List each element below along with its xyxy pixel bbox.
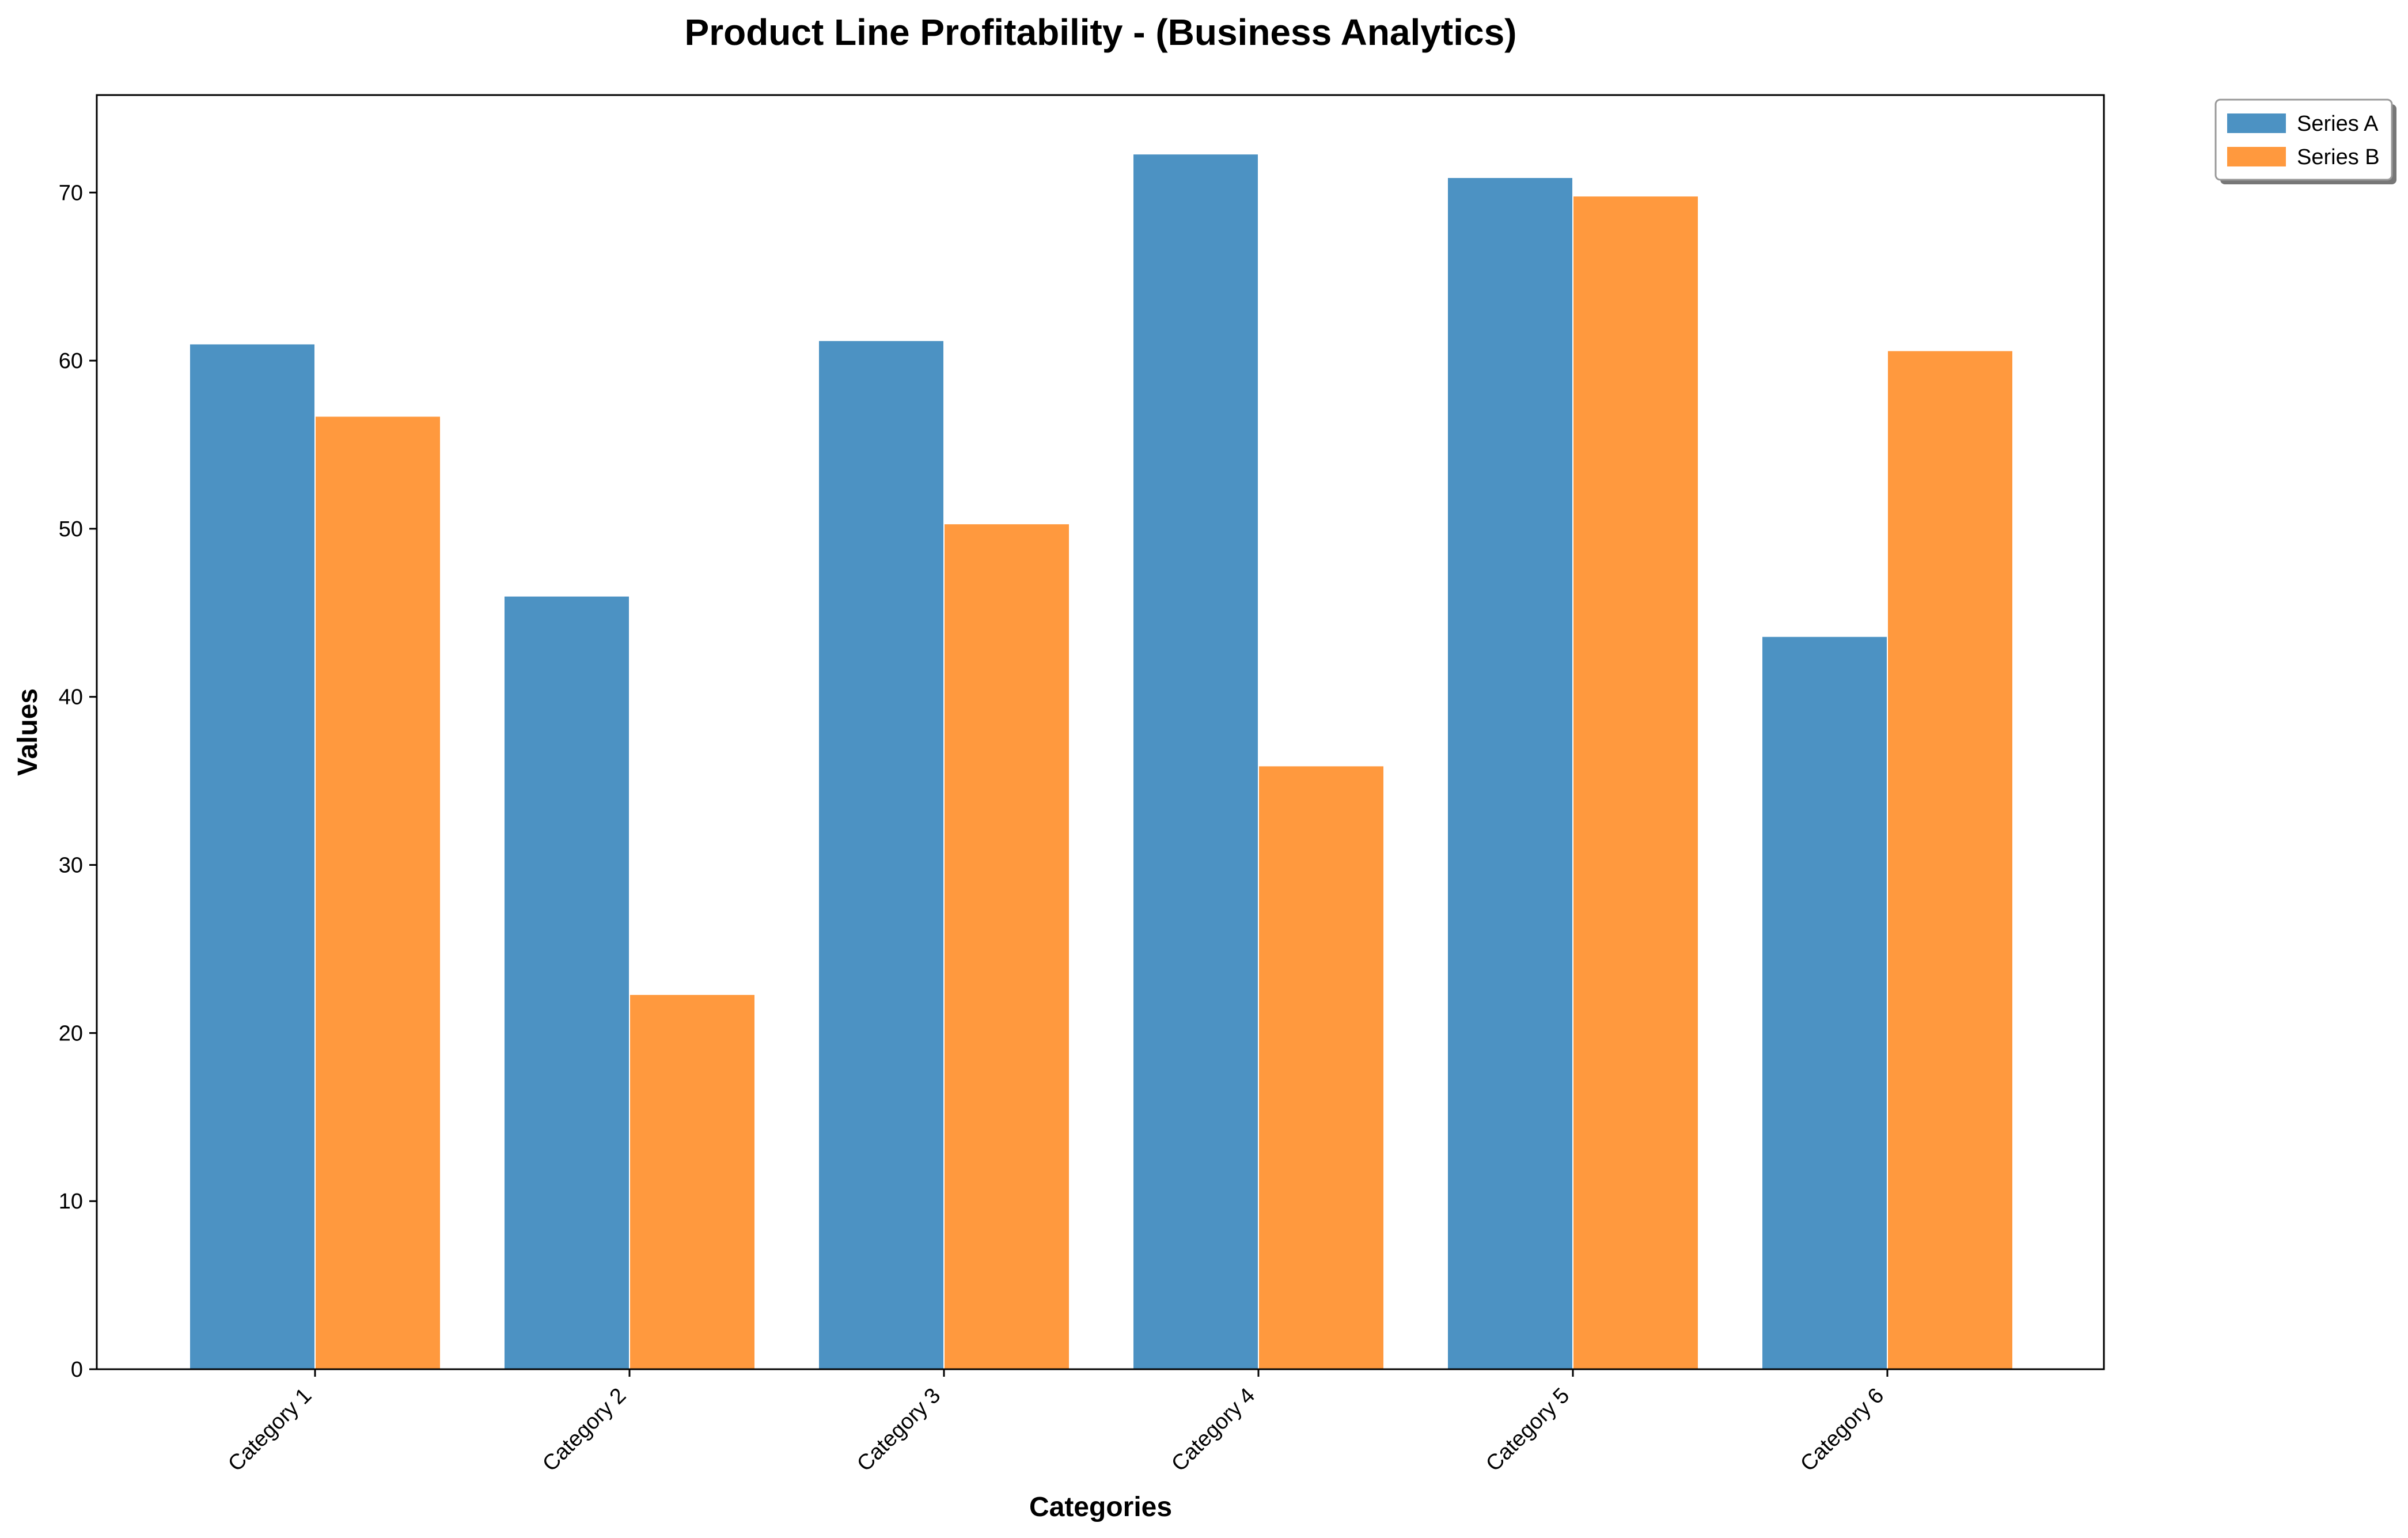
y-tick-label: 60 (59, 349, 83, 373)
bar-series-a-category-3 (818, 340, 944, 1369)
legend-label-series-a: Series A (2297, 112, 2379, 136)
bar-series-b-category-6 (1887, 351, 2013, 1369)
bar-series-a-category-6 (1762, 637, 1887, 1369)
bar-series-b-category-3 (944, 524, 1070, 1369)
bar-series-b-category-4 (1258, 766, 1384, 1369)
bar-series-a-category-5 (1447, 177, 1573, 1369)
y-tick-label: 0 (71, 1358, 83, 1382)
y-tick-label: 50 (59, 517, 83, 541)
y-tick-label: 30 (59, 854, 83, 878)
x-axis-label: Categories (1029, 1492, 1172, 1522)
bar-series-a-category-2 (504, 596, 630, 1369)
y-tick-label: 40 (59, 685, 83, 710)
legend-label-series-b: Series B (2297, 145, 2380, 169)
bar-series-a-category-4 (1133, 154, 1258, 1369)
legend: Series A Series B (2216, 100, 2396, 184)
chart-title: Product Line Profitability - (Business A… (685, 12, 1517, 53)
y-tick-label: 20 (59, 1021, 83, 1045)
y-axis-label: Values (13, 688, 43, 776)
bar-series-b-category-2 (630, 994, 755, 1369)
bar-series-a-category-1 (189, 344, 315, 1369)
legend-swatch-series-a (2227, 113, 2286, 133)
y-tick-label: 70 (59, 181, 83, 205)
y-tick-label: 10 (59, 1190, 83, 1214)
legend-swatch-series-b (2227, 147, 2286, 166)
bar-series-b-category-1 (315, 416, 441, 1369)
bar-series-b-category-5 (1573, 196, 1698, 1369)
